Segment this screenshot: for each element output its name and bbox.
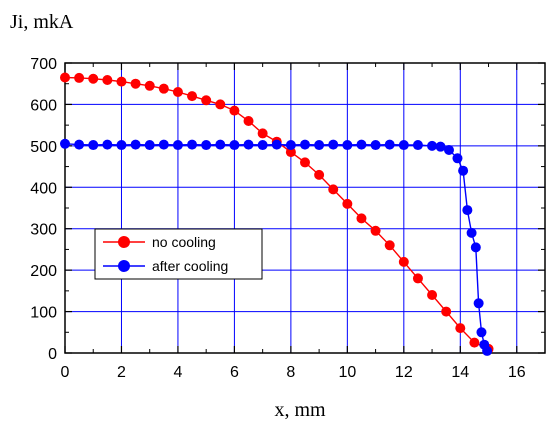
- data-point-after-cooling: [466, 227, 477, 238]
- data-point-no-cooling: [172, 87, 183, 97]
- data-point-after-cooling: [384, 139, 395, 150]
- series-layer: [60, 72, 494, 356]
- data-point-no-cooling: [60, 72, 70, 83]
- data-point-after-cooling: [187, 139, 198, 150]
- data-point-no-cooling: [370, 225, 381, 236]
- data-point-no-cooling: [158, 83, 169, 94]
- y-tick-label: 400: [30, 180, 57, 197]
- x-tick-label: 2: [117, 364, 126, 381]
- data-point-no-cooling: [469, 337, 480, 348]
- data-point-no-cooling: [285, 147, 296, 158]
- data-point-after-cooling: [458, 165, 469, 176]
- data-point-after-cooling: [285, 140, 296, 151]
- data-point-after-cooling: [427, 140, 438, 151]
- data-point-no-cooling: [412, 273, 423, 284]
- data-point-after-cooling: [482, 345, 493, 356]
- data-point-no-cooling: [243, 116, 254, 126]
- data-point-after-cooling: [60, 138, 70, 149]
- data-point-no-cooling: [102, 74, 113, 85]
- y-tick-label: 0: [48, 346, 57, 363]
- data-point-after-cooling: [158, 139, 169, 150]
- data-point-no-cooling: [130, 78, 141, 89]
- x-tick-label: 8: [286, 364, 295, 381]
- y-tick-label: 100: [30, 305, 57, 322]
- x-tick-label: 4: [173, 364, 182, 381]
- y-tick-labels: 0 100 200 300 400 500 600 700: [30, 56, 57, 363]
- data-point-no-cooling: [441, 306, 452, 317]
- data-point-no-cooling: [328, 184, 339, 195]
- data-point-after-cooling: [476, 327, 487, 338]
- y-axis-title: Ji, mkA: [10, 11, 74, 33]
- y-tick-label: 700: [30, 56, 57, 73]
- legend-label-after-cooling: after cooling: [152, 258, 228, 274]
- legend-marker-no-cooling: [118, 236, 130, 248]
- data-point-no-cooling: [229, 105, 240, 116]
- data-point-no-cooling: [384, 240, 395, 251]
- x-tick-label: 10: [338, 364, 356, 381]
- data-point-after-cooling: [300, 139, 310, 150]
- data-point-after-cooling: [271, 139, 282, 150]
- data-point-after-cooling: [88, 140, 99, 151]
- grid-lines: [65, 63, 545, 353]
- data-point-after-cooling: [215, 139, 226, 150]
- data-point-no-cooling: [257, 128, 268, 139]
- data-point-after-cooling: [462, 205, 473, 216]
- data-point-after-cooling: [452, 153, 463, 164]
- data-point-after-cooling: [435, 141, 446, 152]
- data-point-no-cooling: [88, 73, 99, 84]
- data-point-after-cooling: [356, 139, 367, 150]
- x-axis-title: x, mm: [274, 399, 326, 421]
- plot-frame: [64, 62, 546, 354]
- data-point-after-cooling: [172, 140, 183, 151]
- data-point-no-cooling: [187, 91, 198, 102]
- data-point-after-cooling: [342, 140, 353, 151]
- data-point-no-cooling: [74, 72, 85, 83]
- data-point-after-cooling: [412, 140, 423, 151]
- data-point-no-cooling: [398, 256, 409, 267]
- x-tick-label: 0: [61, 364, 70, 381]
- axis-ticks: [64, 62, 545, 354]
- data-point-no-cooling: [314, 169, 325, 180]
- x-tick-label: 14: [451, 364, 469, 381]
- data-point-no-cooling: [342, 198, 353, 209]
- data-point-no-cooling: [116, 76, 127, 87]
- data-point-after-cooling: [398, 140, 409, 151]
- series-line-no-cooling: [64, 76, 489, 350]
- x-tick-labels: 0 2 4 6 8 10 12 14 16: [61, 364, 526, 381]
- data-point-after-cooling: [470, 242, 481, 253]
- data-point-after-cooling: [201, 140, 212, 151]
- data-point-after-cooling: [74, 139, 85, 150]
- data-point-after-cooling: [370, 140, 381, 151]
- data-point-no-cooling: [427, 290, 438, 300]
- x-tick-label: 16: [508, 364, 526, 381]
- y-tick-label: 200: [30, 263, 57, 280]
- data-point-after-cooling: [243, 139, 254, 150]
- data-point-after-cooling: [257, 140, 268, 151]
- y-tick-label: 600: [30, 97, 57, 114]
- data-point-no-cooling: [215, 99, 226, 110]
- data-point-after-cooling: [328, 139, 339, 150]
- data-point-no-cooling: [144, 80, 155, 91]
- data-point-after-cooling: [130, 139, 141, 150]
- data-point-after-cooling: [102, 139, 113, 150]
- data-point-no-cooling: [455, 323, 466, 334]
- legend-label-no-cooling: no cooling: [152, 234, 216, 250]
- x-tick-label: 6: [230, 364, 239, 381]
- data-point-after-cooling: [116, 140, 127, 151]
- data-point-after-cooling: [444, 145, 454, 155]
- data-point-after-cooling: [144, 140, 155, 151]
- data-point-after-cooling: [473, 298, 484, 309]
- data-point-after-cooling: [229, 140, 240, 151]
- data-point-after-cooling: [314, 140, 325, 151]
- y-tick-label: 500: [30, 139, 57, 156]
- data-point-no-cooling: [356, 213, 367, 224]
- x-tick-label: 12: [395, 364, 413, 381]
- legend-marker-after-cooling: [118, 260, 130, 272]
- legend: no cooling after cooling: [94, 228, 263, 280]
- data-point-no-cooling: [300, 157, 310, 168]
- y-tick-label: 300: [30, 222, 57, 239]
- data-point-no-cooling: [201, 95, 212, 106]
